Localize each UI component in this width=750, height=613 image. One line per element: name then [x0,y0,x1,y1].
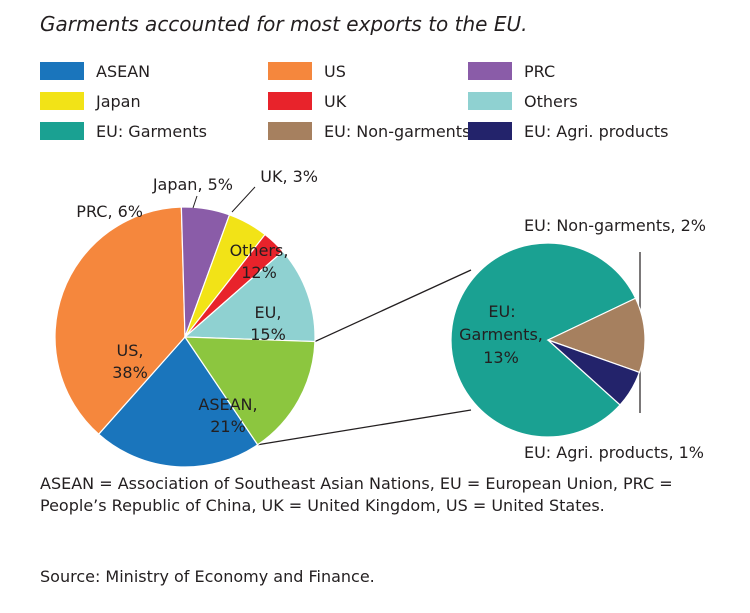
eu-breakdown-pie [450,242,646,438]
legend-swatch [468,122,512,140]
slice-value-eu: 15% [250,325,286,344]
legend-label: Japan [96,91,141,111]
legend-swatch [40,92,84,110]
legend-swatch [268,62,312,80]
abbreviations-note: ASEAN = Association of Southeast Asian N… [40,473,720,517]
pie-slice-others [183,250,316,343]
chart-title: Garments accounted for most exports to t… [40,12,528,36]
pie-slice-us [54,206,186,436]
legend-swatch [40,62,84,80]
legend-item-eu-garments: EU: Garments [40,121,207,141]
slice-value-others: 12% [241,263,277,282]
legend-item-uk: UK [268,91,346,111]
legend-label: PRC [524,61,556,81]
legend-label: EU: Agri. products [524,121,669,141]
legend-swatch [40,122,84,140]
legend-item-japan: Japan [40,91,141,111]
main-pie [54,206,316,468]
slice-value-eu-garments: 13% [483,348,519,367]
legend-swatch [268,92,312,110]
legend-item-prc: PRC [468,61,555,81]
legend-swatch [468,62,512,80]
legend-swatch [268,122,312,140]
connector-line-bottom [257,409,472,446]
slice-label-others: Others, [230,241,289,260]
pie-slice-eu-garments [450,242,637,438]
legend-label: ASEAN [96,61,151,81]
legend-item-eu-agri-products: EU: Agri. products [468,121,668,141]
slice-value-us: 38% [112,363,148,382]
leader-line-japan [192,195,198,209]
legend-label: Others [524,91,578,111]
slice-label-japan: Japan, 5% [152,175,233,194]
pie-labels: US, 38% ASEAN, 21% EU, 15% Others, 12% PRC, 6% Ja… [76,167,706,462]
abbreviations-text: ASEAN = Association of Southeast Asian N… [40,474,673,515]
slice-label-prc: PRC, 6% [76,202,143,221]
pie-charts: US, 38% ASEAN, 21% EU, 15% Others, 12% PRC, 6% Ja… [54,167,706,468]
pie-slice-eu-agri-products [547,339,641,406]
legend-swatch [468,92,512,110]
slice-label-eu-garments-1: EU: [488,302,515,321]
legend-item-others: Others [468,91,578,111]
leader-line-uk [231,186,256,213]
slice-value-asean: 21% [210,417,246,436]
slice-label-eu-garments-2: Garments, [459,325,543,344]
legend-label: EU: Non-garments [324,121,471,141]
connector-line-top [314,269,472,343]
slice-label-eu-non-garments: EU: Non-garments, 2% [524,216,706,235]
legend-item-eu-non-garments: EU: Non-garments [268,121,470,141]
legend-item-us: US [268,61,346,81]
source-note: Source: Ministry of Economy and Finance. [40,567,375,586]
slice-label-eu-agri-products: EU: Agri. products, 1% [524,443,704,462]
slice-label-asean: ASEAN, [198,395,257,414]
legend-label: EU: Garments [96,121,207,141]
pie-slice-eu [183,336,316,446]
legend-label: UK [324,91,347,111]
slice-label-uk: UK, 3% [260,167,318,186]
pie-slice-eu-non-garments [546,297,646,374]
legend-label: US [324,61,346,81]
slice-label-eu: EU, [255,303,282,322]
legend-item-asean: ASEAN [40,61,150,81]
legend: ASEAN US PRC Japan UK Others EU: Garment… [40,61,720,145]
slice-label-us: US, [117,341,144,360]
pie-slice-asean [97,336,259,468]
